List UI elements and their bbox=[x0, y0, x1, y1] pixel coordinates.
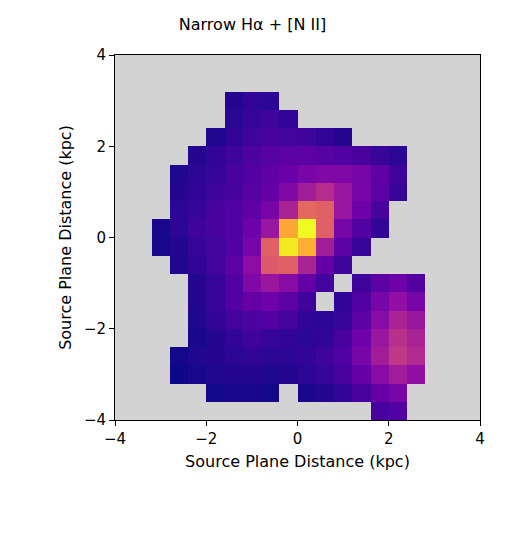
svg-text:−4: −4 bbox=[84, 411, 106, 429]
svg-text:2: 2 bbox=[384, 430, 394, 448]
svg-text:Narrow Hα + [N II]: Narrow Hα + [N II] bbox=[179, 15, 326, 34]
svg-text:2: 2 bbox=[96, 138, 106, 156]
svg-text:Source Plane Distance (kpc): Source Plane Distance (kpc) bbox=[185, 452, 410, 471]
svg-text:4: 4 bbox=[96, 46, 106, 64]
svg-text:0: 0 bbox=[293, 430, 303, 448]
svg-text:0: 0 bbox=[96, 229, 106, 247]
svg-text:−4: −4 bbox=[104, 430, 126, 448]
svg-text:Source Plane Distance (kpc): Source Plane Distance (kpc) bbox=[56, 125, 75, 350]
svg-text:−2: −2 bbox=[84, 320, 106, 338]
svg-text:4: 4 bbox=[475, 430, 485, 448]
svg-text:−2: −2 bbox=[195, 430, 217, 448]
